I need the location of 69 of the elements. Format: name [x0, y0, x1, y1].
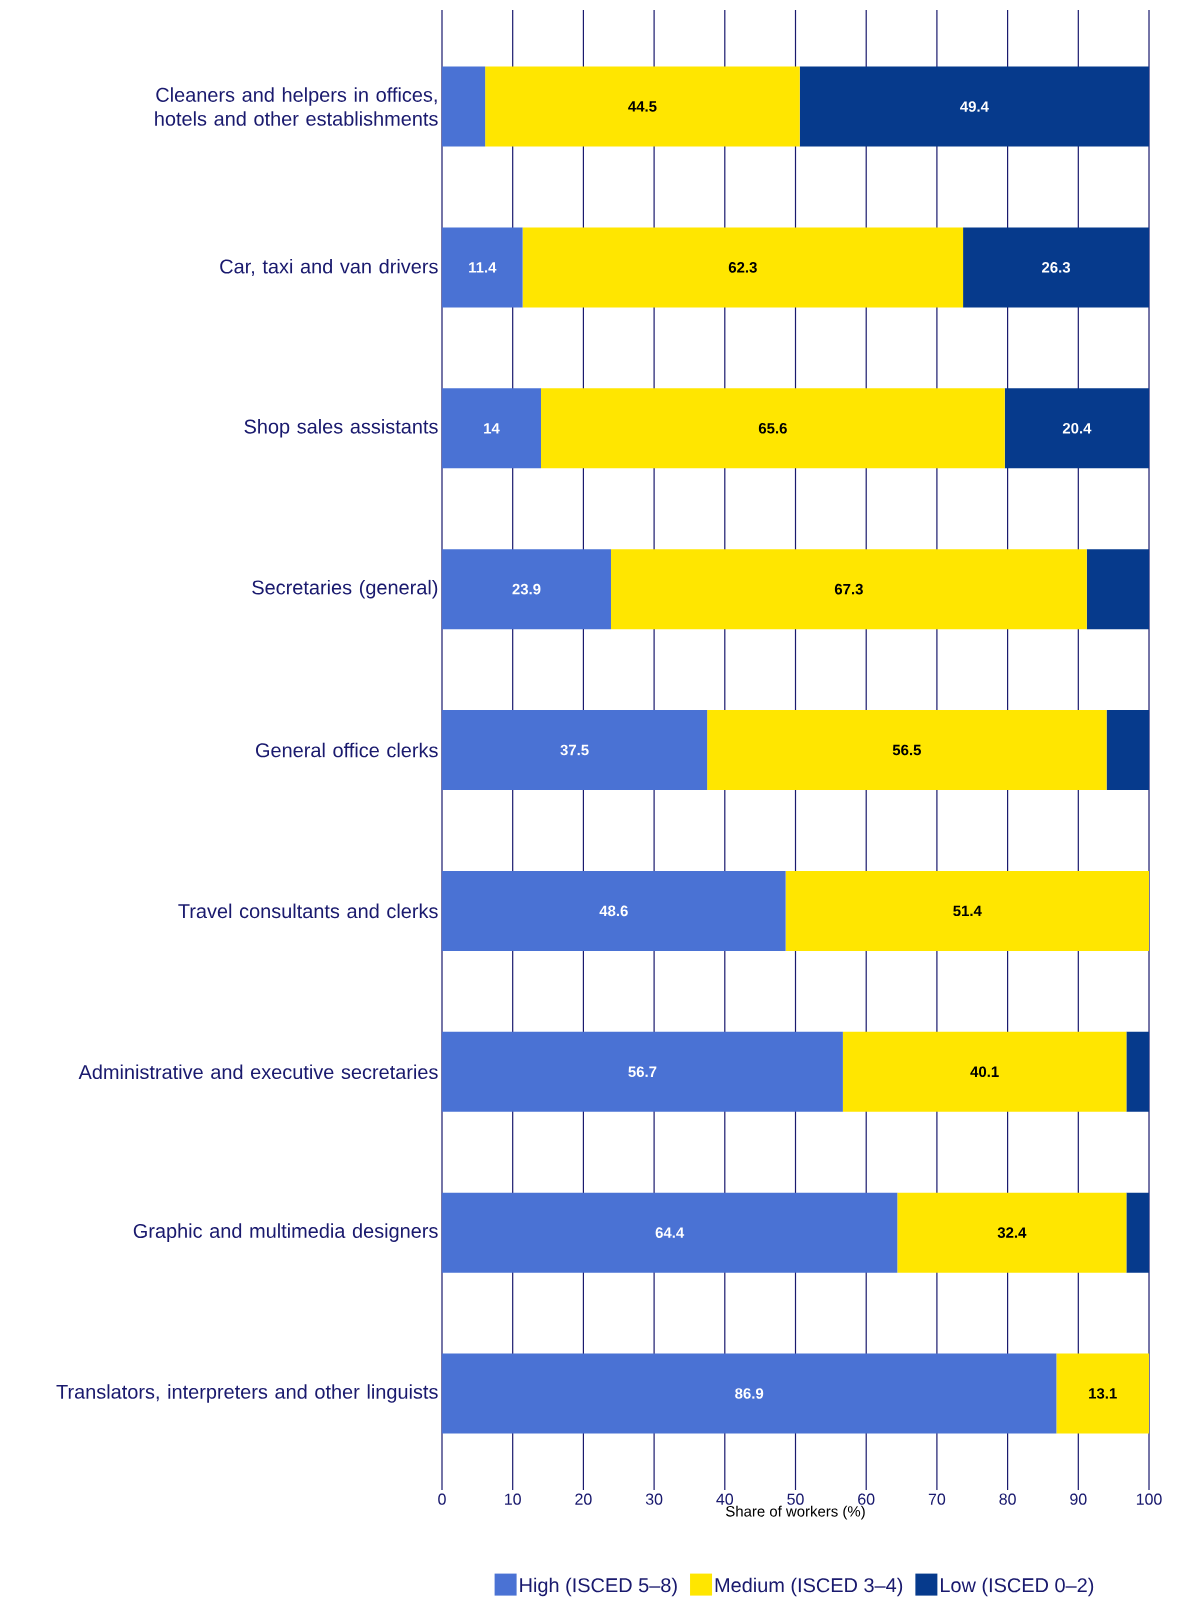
data-label: 67.3: [834, 583, 863, 595]
legend-label: High (ISCED 5–8): [520, 1577, 677, 1597]
bar: [799, 66, 1150, 147]
data-label: 86.9: [735, 1388, 764, 1399]
data-label: 37.5: [560, 744, 589, 756]
bar: [1106, 710, 1150, 791]
bar: [1126, 1031, 1150, 1112]
y-tick-label: Secretaries (general): [252, 579, 438, 599]
bar: [1056, 1353, 1150, 1434]
bar: [442, 66, 486, 147]
bar: [442, 227, 523, 308]
x-tick-label: 60: [858, 1493, 875, 1505]
bar: [897, 1192, 1127, 1273]
bar: [707, 710, 1107, 791]
data-label: 56.7: [628, 1066, 657, 1078]
data-label: 13.1: [1089, 1388, 1117, 1399]
legend-label: Low (ISCED 0–2): [941, 1577, 1094, 1597]
y-tick-label: Translators, interpreters and other linguists: [56, 1384, 438, 1403]
y-tick-label: Shop sales assistants: [244, 419, 438, 438]
data-label: 23.9: [512, 583, 541, 595]
data-label: 51.4: [953, 905, 982, 917]
data-label: 20.4: [1062, 422, 1092, 434]
bar: [1004, 388, 1150, 469]
bar: [442, 710, 708, 791]
legend-label: Medium (ISCED 3–4): [715, 1577, 903, 1597]
data-label: 40.1: [970, 1066, 999, 1078]
bar: [442, 1192, 898, 1273]
bar: [442, 1031, 843, 1112]
y-tick-label: Car, taxi and van drivers: [220, 258, 438, 276]
bar: [485, 66, 800, 147]
x-tick-label: 20: [575, 1493, 592, 1505]
bar: [610, 549, 1087, 630]
data-label: 11.4: [469, 262, 497, 273]
data-label: 32.4: [997, 1227, 1027, 1238]
bar: [1126, 1192, 1150, 1273]
y-tick-label: Travel consultants and clerks: [178, 903, 438, 919]
x-tick-label: 80: [999, 1493, 1016, 1505]
bar: [963, 227, 1150, 308]
x-axis-title: Share of workers (%): [726, 1505, 865, 1520]
data-label: 14: [484, 423, 500, 434]
x-tick-label: 100: [1136, 1493, 1162, 1505]
y-tick-label: Administrative and executive secretaries: [78, 1064, 438, 1080]
bar: [442, 870, 786, 951]
bar: [442, 388, 541, 469]
x-tick-label: 30: [645, 1493, 663, 1505]
data-label: 62.3: [728, 262, 757, 273]
x-tick-label: 70: [928, 1493, 946, 1505]
data-label: 65.6: [758, 422, 787, 434]
x-tick-label: 10: [505, 1493, 521, 1505]
data-label: 26.3: [1042, 262, 1071, 273]
data-label: 44.5: [628, 101, 657, 112]
bar: [1086, 549, 1150, 630]
data-label: 48.6: [599, 905, 628, 917]
bar: [540, 388, 1005, 469]
data-label: 64.4: [655, 1227, 685, 1238]
x-tick-label: 0: [438, 1493, 446, 1505]
bar: [785, 870, 1150, 951]
y-tick-label: Cleaners and helpers in offices, hotels and other establishments: [155, 87, 438, 126]
bar: [442, 1353, 1057, 1434]
bar: [442, 549, 611, 630]
data-label: 56.5: [892, 744, 921, 756]
bar: [522, 227, 964, 308]
bar: [842, 1031, 1127, 1112]
x-tick-label: 50: [787, 1493, 804, 1505]
data-label: 49.4: [960, 101, 989, 112]
x-tick-label: 40: [716, 1493, 734, 1505]
x-tick-label: 90: [1070, 1493, 1087, 1505]
y-tick-label: Graphic and multimedia designers: [133, 1223, 438, 1242]
y-tick-label: General office clerks: [256, 742, 438, 758]
